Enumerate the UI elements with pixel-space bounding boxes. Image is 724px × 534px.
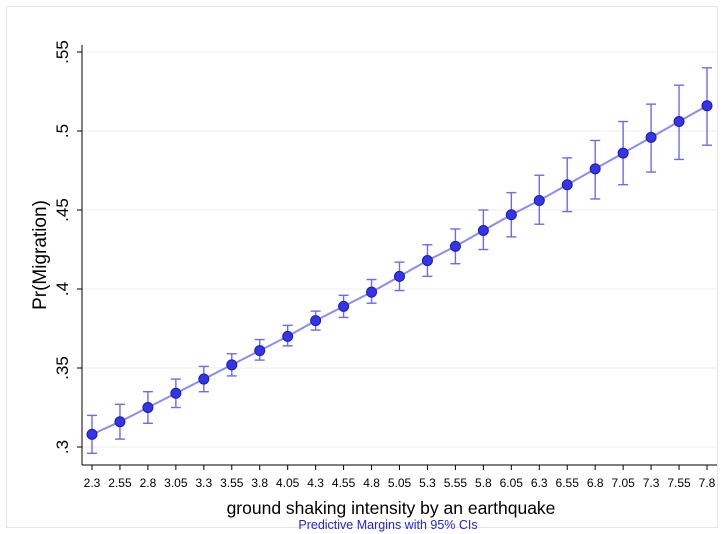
- x-tick-label: 5.05: [388, 476, 412, 490]
- x-tick-label: 2.3: [84, 476, 101, 490]
- y-tick-label: .45: [53, 198, 72, 222]
- axes-layer: [77, 45, 717, 470]
- data-point: [673, 116, 685, 128]
- marker-layer: [86, 100, 713, 440]
- grid-layer: [82, 51, 717, 448]
- y-tick-label: .4: [53, 282, 72, 296]
- x-tick-label: 3.8: [251, 476, 268, 490]
- x-tick-label: 5.55: [444, 476, 468, 490]
- x-tick-labels: 2.3 2.55 2.8 3.05 3.3 3.55 3.8 4.05 4.3 4.55 4.8 5.…: [84, 476, 716, 490]
- y-tick-label: .3: [53, 440, 72, 454]
- y-tick-label: .55: [53, 40, 72, 64]
- y-axis-title: Pr(Migration): [30, 200, 51, 310]
- x-tick-label: 5.8: [475, 476, 492, 490]
- data-point: [142, 402, 154, 413]
- data-point: [198, 373, 210, 385]
- data-point: [645, 131, 657, 143]
- x-tick-label: 3.05: [164, 476, 188, 490]
- x-tick-label: 3.3: [195, 476, 212, 490]
- x-tick-label: 6.8: [587, 476, 604, 490]
- data-point: [394, 270, 405, 282]
- x-tick-label: 3.55: [220, 476, 244, 490]
- data-point: [338, 300, 350, 312]
- data-point: [421, 255, 433, 267]
- data-point: [170, 387, 182, 399]
- data-point: [226, 359, 238, 371]
- x-tick-label: 6.05: [500, 476, 524, 490]
- y-tick-label: .35: [53, 356, 72, 380]
- x-tick-label: 7.3: [643, 476, 660, 490]
- data-point: [477, 225, 489, 237]
- data-point: [114, 416, 126, 428]
- x-tick-label: 2.8: [140, 476, 157, 490]
- x-tick-label: 7.8: [699, 476, 716, 490]
- y-tick-label: .5: [53, 124, 72, 138]
- data-point: [254, 345, 266, 357]
- data-point: [449, 240, 461, 252]
- data-point: [701, 100, 713, 112]
- x-tick-label: 7.05: [611, 476, 635, 490]
- x-tick-label: 6.55: [556, 476, 580, 490]
- chart-frame: [6, 6, 718, 528]
- data-point: [617, 147, 629, 159]
- x-tick-label: 2.55: [108, 476, 132, 490]
- x-tick-label: 7.55: [667, 476, 691, 490]
- x-tick-label: 4.8: [363, 476, 380, 490]
- chart-note: Predictive Margins with 95% CIs: [298, 518, 477, 532]
- x-tick-label: 4.55: [332, 476, 356, 490]
- data-point: [505, 209, 517, 221]
- x-axis-title: ground shaking intensity by an earthquak…: [227, 498, 556, 518]
- data-point: [310, 315, 322, 327]
- data-point: [589, 163, 601, 175]
- data-point: [366, 286, 378, 298]
- data-point: [533, 195, 545, 207]
- x-tick-label: 4.3: [307, 476, 324, 490]
- x-tick-label: 4.05: [276, 476, 300, 490]
- x-tick-label: 5.3: [419, 476, 436, 490]
- x-tick-label: 6.3: [531, 476, 548, 490]
- y-tick-labels: .3 .35 .4 .45 .5 .55: [53, 40, 72, 454]
- data-point: [86, 428, 98, 440]
- data-point: [561, 179, 573, 191]
- data-point: [282, 330, 294, 342]
